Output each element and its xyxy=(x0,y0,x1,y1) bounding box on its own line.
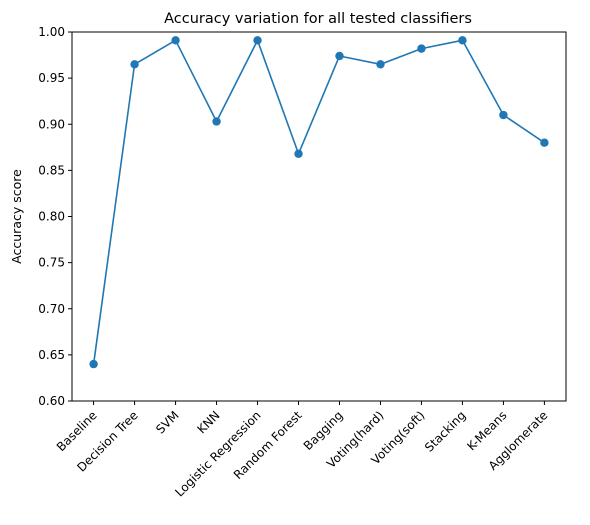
plot-border xyxy=(71,31,567,402)
data-point xyxy=(171,36,180,45)
data-point xyxy=(499,110,508,120)
data-point xyxy=(294,149,303,158)
y-tick-label: 0.70 xyxy=(38,302,65,316)
data-point xyxy=(540,138,549,147)
y-tick-label: 1.00 xyxy=(38,25,65,39)
y-tick-label: 0.75 xyxy=(38,256,65,270)
y-axis-ticks: 0.60 0.65 0.70 0.75 0.80 0.85 0.90 0.95 1.00 xyxy=(38,25,72,408)
series-line xyxy=(92,39,545,365)
y-tick-label: 0.60 xyxy=(38,394,65,408)
data-point xyxy=(130,60,139,69)
data-point xyxy=(417,44,426,53)
data-point xyxy=(89,359,98,369)
x-tick-label: SVM xyxy=(153,408,181,436)
data-point xyxy=(458,36,467,45)
chart-title: Accuracy variation for all tested classi… xyxy=(164,11,472,27)
x-tick-label: KNN xyxy=(195,408,223,436)
x-tick-label: Stacking xyxy=(422,408,469,455)
y-tick-label: 0.85 xyxy=(38,163,65,177)
data-point xyxy=(335,51,344,61)
plot-area xyxy=(71,31,567,402)
y-tick-label: 0.80 xyxy=(38,210,65,224)
y-tick-label: 0.65 xyxy=(38,348,65,362)
y-tick-label: 0.95 xyxy=(38,71,65,85)
data-point xyxy=(253,36,262,45)
y-axis-label: Accuracy score xyxy=(9,169,24,264)
series-layer xyxy=(89,36,549,369)
data-point xyxy=(376,60,385,69)
data-point xyxy=(212,117,221,126)
y-tick-label: 0.90 xyxy=(38,117,65,131)
